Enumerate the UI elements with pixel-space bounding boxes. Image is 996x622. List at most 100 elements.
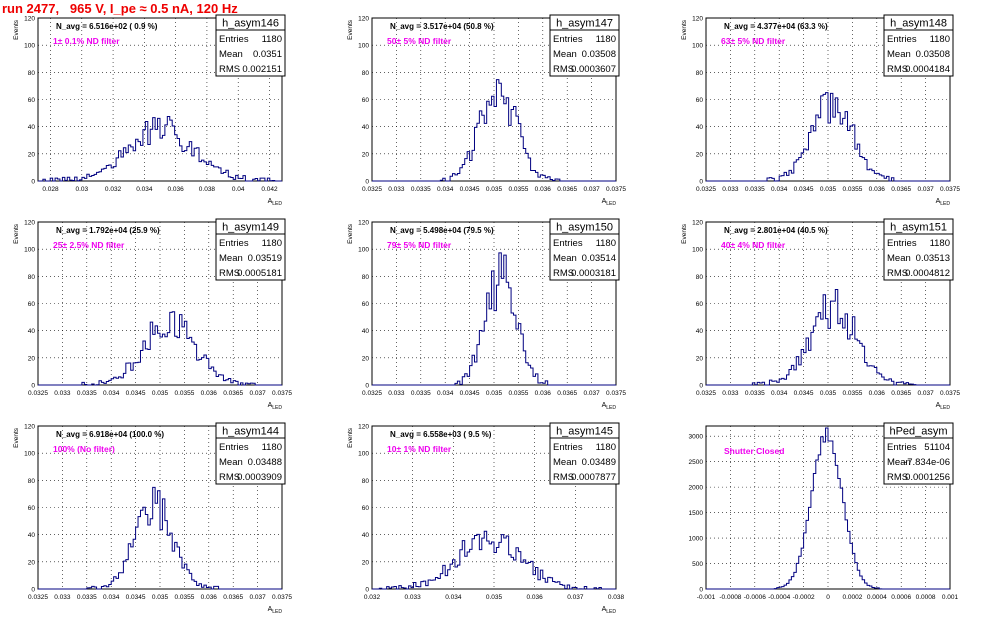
x-tick-label: 0.033 <box>388 390 405 397</box>
x-tick-label: 0.037 <box>583 390 600 397</box>
x-tick-label: 0.0325 <box>28 594 48 601</box>
x-tick-label: 0.0325 <box>362 186 382 193</box>
x-tick-label: 0.0365 <box>557 186 577 193</box>
y-tick-label: 2000 <box>689 485 704 492</box>
y-axis-title: Events <box>347 223 354 244</box>
y-tick-label: 100 <box>358 43 369 50</box>
stat-value-entries: 51104 <box>924 442 950 453</box>
stat-label-rms: RMS <box>219 472 240 483</box>
x-tick-label: 0.036 <box>168 186 185 193</box>
y-axis-title: Events <box>347 19 354 40</box>
x-tick-label: -0.0004 <box>768 594 790 601</box>
y-tick-label: 100 <box>24 43 35 50</box>
filter-label: 79± 5% ND filter <box>387 240 452 250</box>
x-tick-label: 0.036 <box>869 390 886 397</box>
y-tick-label: 20 <box>696 355 704 362</box>
x-tick-label: 0.033 <box>722 186 739 193</box>
x-axis-title: ALED <box>268 402 283 411</box>
y-tick-label: 0 <box>31 383 35 390</box>
y-tick-label: 100 <box>692 247 703 254</box>
y-tick-label: 100 <box>358 247 369 254</box>
x-tick-label: 0.034 <box>445 594 462 601</box>
y-tick-label: 120 <box>24 16 35 23</box>
stat-label-mean: Mean <box>887 457 911 468</box>
n-avg-header: N_avg = 6.558e+03 ( 9.5 %) <box>390 430 492 439</box>
stat-value-rms: 0.0003909 <box>237 472 282 483</box>
n-avg-header: N_avg = 6.516e+02 ( 0.9 %) <box>56 22 158 31</box>
y-tick-label: 80 <box>362 274 370 281</box>
x-tick-label: 0.0325 <box>362 390 382 397</box>
histogram-name: h_asym151 <box>890 222 947 234</box>
filter-label: 40± 4% ND filter <box>721 240 786 250</box>
x-tick-label: 0.034 <box>437 390 454 397</box>
plot-frame <box>705 425 951 590</box>
y-tick-label: 60 <box>28 301 36 308</box>
stats-box <box>215 218 286 281</box>
n-avg-header: N_avg = 4.377e+04 (63.3 %) <box>724 22 828 31</box>
histogram-series <box>38 311 282 386</box>
y-tick-label: 60 <box>362 97 370 104</box>
stat-label-entries: Entries <box>219 238 249 249</box>
y-tick-label: 100 <box>692 43 703 50</box>
y-tick-label: 40 <box>696 124 704 131</box>
y-tick-label: 60 <box>696 97 704 104</box>
stat-value-entries: 1180 <box>596 238 616 249</box>
filter-label: 10± 1% ND filter <box>387 444 452 454</box>
x-tick-label: 0.033 <box>54 594 71 601</box>
plot-frame <box>37 221 283 386</box>
histogram-name: h_asym148 <box>890 18 947 30</box>
x-tick-label: 0.0355 <box>842 186 862 193</box>
y-tick-label: 2500 <box>689 459 704 466</box>
plot-frame <box>371 221 617 386</box>
stat-label-rms: RMS <box>219 64 240 75</box>
plot-frame <box>705 221 951 386</box>
x-tick-label: 0.028 <box>42 186 59 193</box>
plot-frame <box>371 425 617 590</box>
y-tick-label: 60 <box>28 97 36 104</box>
x-tick-label: 0.0375 <box>272 594 292 601</box>
x-tick-label: 0.034 <box>103 594 120 601</box>
stat-label-mean: Mean <box>219 457 243 468</box>
y-tick-label: 20 <box>28 355 36 362</box>
stat-value-mean: 0.03508 <box>582 49 616 60</box>
stat-value-rms: 0.0005181 <box>237 268 282 279</box>
histogram-name: h_asym145 <box>556 426 613 438</box>
y-tick-label: 0 <box>699 383 703 390</box>
x-tick-label: 0.033 <box>405 594 422 601</box>
x-tick-label: 0.034 <box>771 186 788 193</box>
histogram-series <box>706 427 950 590</box>
x-tick-label: 0.0375 <box>606 186 626 193</box>
y-tick-label: 80 <box>696 70 704 77</box>
y-tick-label: 100 <box>24 451 35 458</box>
y-tick-label: 120 <box>24 424 35 431</box>
x-tick-label: 0.036 <box>869 186 886 193</box>
histogram-series <box>372 79 616 182</box>
histogram-panel-h_asym145: 0.032 0.033 0.034 0.035 0.036 0.037 0.038 0 20 40… <box>347 422 625 615</box>
stat-label-rms: RMS <box>887 268 908 279</box>
x-tick-label: 0.0002 <box>842 594 862 601</box>
x-tick-label: 0.037 <box>249 390 266 397</box>
x-tick-label: 0.034 <box>771 390 788 397</box>
stat-value-rms: 0.0003181 <box>571 268 616 279</box>
stat-label-entries: Entries <box>887 238 917 249</box>
y-tick-label: 120 <box>358 424 369 431</box>
stats-box <box>549 218 620 281</box>
y-tick-label: 40 <box>28 124 36 131</box>
x-tick-label: 0.0325 <box>696 186 716 193</box>
y-tick-label: 100 <box>358 451 369 458</box>
stat-label-mean: Mean <box>553 457 577 468</box>
y-tick-label: 500 <box>692 561 703 568</box>
histogram-name: h_asym147 <box>556 18 613 30</box>
x-tick-label: 0.032 <box>364 594 381 601</box>
x-tick-label: 0.035 <box>486 594 503 601</box>
filter-label: 1± 0.1% ND filter <box>53 36 120 46</box>
x-axis-title: ALED <box>936 402 951 411</box>
y-tick-label: 120 <box>358 16 369 23</box>
x-tick-label: 0.038 <box>199 186 216 193</box>
x-tick-label: -0.0002 <box>793 594 815 601</box>
stat-value-mean: 0.03513 <box>916 253 950 264</box>
x-tick-label: 0.033 <box>722 390 739 397</box>
y-tick-label: 80 <box>28 274 36 281</box>
histogram-name: h_asym144 <box>222 426 279 438</box>
stat-label-mean: Mean <box>553 253 577 264</box>
